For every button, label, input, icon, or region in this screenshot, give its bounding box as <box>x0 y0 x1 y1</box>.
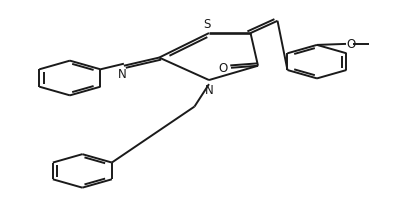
Text: S: S <box>203 18 211 31</box>
Text: O: O <box>347 38 356 51</box>
Text: N: N <box>117 68 126 81</box>
Text: O: O <box>218 62 227 75</box>
Text: N: N <box>205 84 213 97</box>
